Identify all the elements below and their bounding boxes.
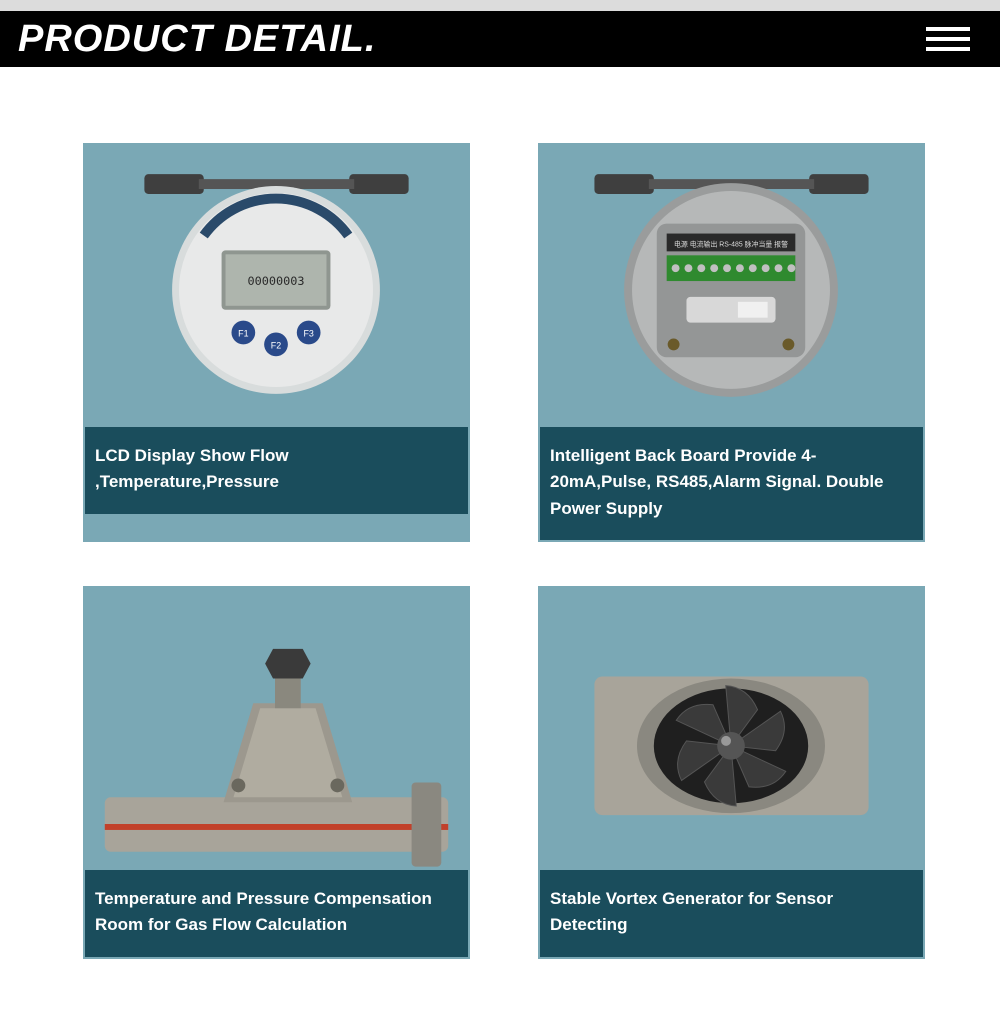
product-caption: Stable Vortex Generator for Sensor Detec…	[540, 870, 923, 957]
top-bar	[0, 0, 1000, 11]
svg-text:F3: F3	[303, 328, 313, 338]
product-caption: Temperature and Pressure Compensation Ro…	[85, 870, 468, 957]
svg-text:电源 电流输出 RS-485 脉冲当量 报警: 电源 电流输出 RS-485 脉冲当量 报警	[674, 239, 788, 248]
page-title: PRODUCT DETAIL.	[18, 18, 376, 61]
product-image-lcd: 00000003 F1 F2 F3	[85, 145, 468, 427]
product-image-vortex	[540, 588, 923, 870]
menu-icon[interactable]	[926, 27, 970, 51]
header: PRODUCT DETAIL.	[0, 11, 1000, 67]
svg-text:F2: F2	[271, 340, 281, 350]
svg-text:00000003: 00000003	[247, 274, 304, 288]
product-caption: LCD Display Show Flow ,Temperature,Press…	[85, 427, 468, 514]
product-grid: 00000003 F1 F2 F3 LCD Display Show Flow …	[0, 67, 1000, 959]
product-image-backboard: 电源 电流输出 RS-485 脉冲当量 报警	[540, 145, 923, 427]
product-card: Stable Vortex Generator for Sensor Detec…	[538, 586, 925, 959]
product-card: 00000003 F1 F2 F3 LCD Display Show Flow …	[83, 143, 470, 542]
caption-text: Intelligent Back Board Provide 4-20mA,Pu…	[550, 443, 913, 522]
svg-text:F1: F1	[238, 328, 248, 338]
product-card: Temperature and Pressure Compensation Ro…	[83, 586, 470, 959]
caption-text: Stable Vortex Generator for Sensor Detec…	[550, 886, 913, 939]
product-image-compensation	[85, 588, 468, 870]
product-card: 电源 电流输出 RS-485 脉冲当量 报警 Intelligent Back …	[538, 143, 925, 542]
caption-text: LCD Display Show Flow ,Temperature,Press…	[95, 443, 458, 496]
caption-text: Temperature and Pressure Compensation Ro…	[95, 886, 458, 939]
product-caption: Intelligent Back Board Provide 4-20mA,Pu…	[540, 427, 923, 540]
